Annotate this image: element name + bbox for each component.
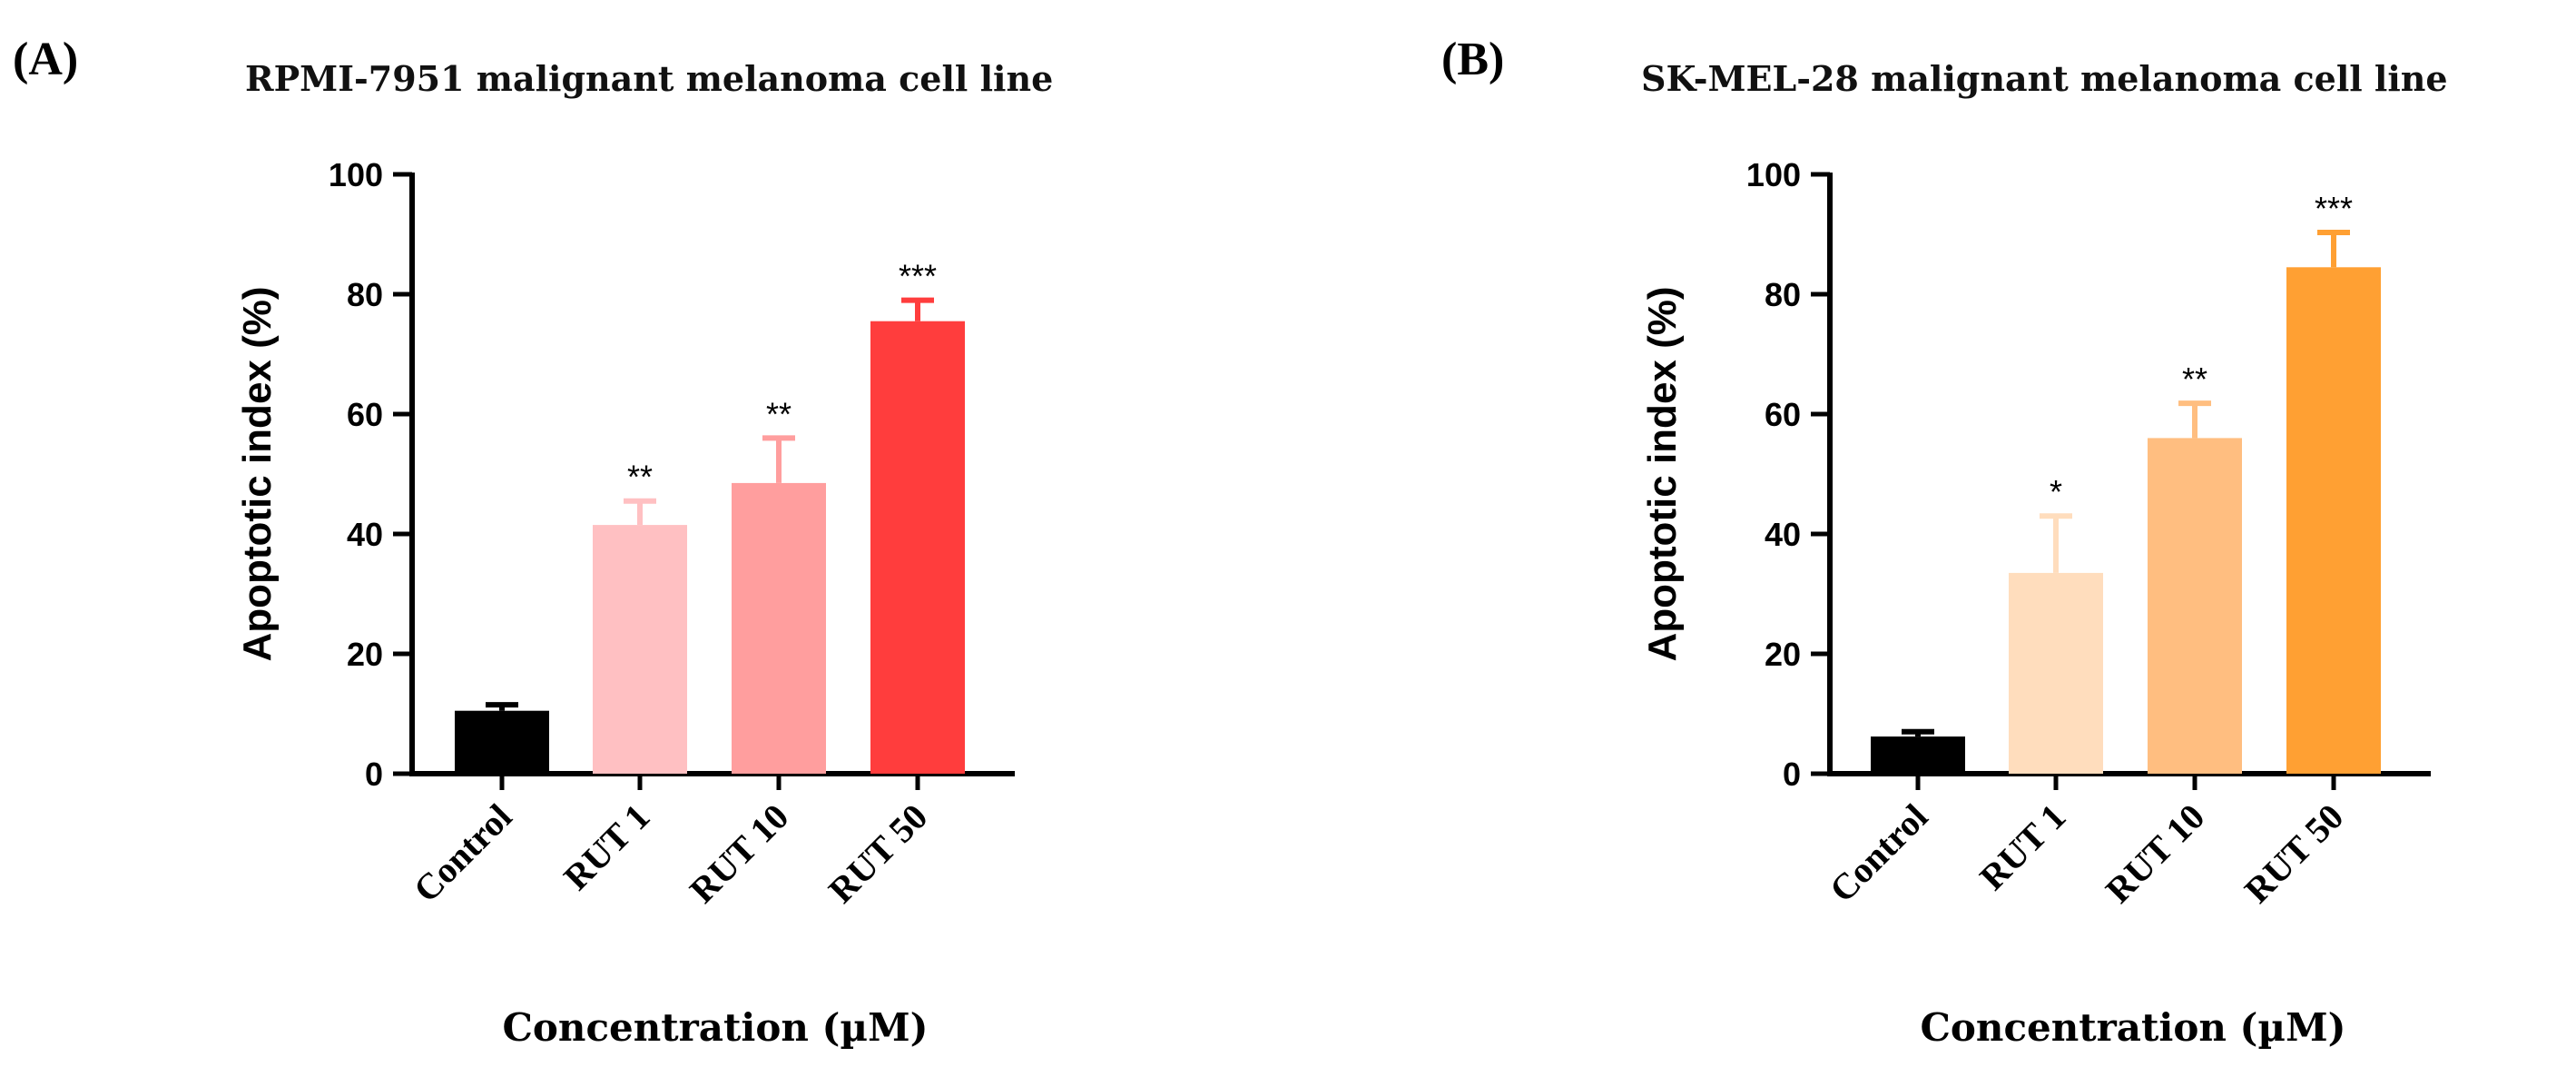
panel-a-bar-rut-1 [593, 525, 687, 774]
panel-b-ytick-label: 40 [1765, 516, 1801, 553]
panel-b-ytick-label: 20 [1765, 636, 1801, 673]
panel-a-letter: (A) [13, 34, 78, 85]
panel-b-letter: (B) [1441, 34, 1504, 85]
panel-a-significance-label: ** [766, 395, 791, 432]
panel-b-xtick-label: RUT 10 [2098, 796, 2212, 911]
panel-a: (A) RPMI-7951 malignant melanoma cell li… [13, 34, 1053, 1050]
panel-a-ytick-label: 100 [329, 156, 383, 193]
panel-b-significance-label: ** [2182, 361, 2207, 398]
panel-a-xtick-label: RUT 50 [821, 796, 935, 911]
panel-a-ytick-label: 80 [347, 276, 383, 313]
panel-b-significance-label: * [2050, 473, 2062, 510]
panel-b-bar-rut-1 [2009, 572, 2103, 774]
panel-a-x-axis-title: Concentration (µM) [502, 1005, 928, 1050]
panel-a-y-axis: 0 20 40 60 80 100 [329, 156, 415, 793]
panel-b-y-axis-title: Apoptotic index (%) [1640, 286, 1685, 661]
panel-b-significance-label: *** [2315, 190, 2353, 227]
panel-a-ytick-label: 60 [347, 396, 383, 433]
panel-a-title: RPMI-7951 malignant melanoma cell line [245, 58, 1053, 99]
panel-b: (B) SK-MEL-28 malignant melanoma cell li… [1441, 34, 2448, 1050]
panel-a-bar-rut-50 [870, 321, 965, 774]
panel-b-x-axis-title: Concentration (µM) [1920, 1005, 2345, 1050]
panel-a-ytick-label: 0 [365, 756, 383, 793]
panel-a-bar-rut-10 [732, 482, 826, 774]
panel-a-ytick-label: 20 [347, 636, 383, 673]
panel-b-xtick-label: Control [1822, 796, 1936, 911]
panel-a-xtick-label: RUT 10 [682, 796, 796, 911]
panel-a-significance-label: ** [627, 459, 653, 496]
panel-a-xtick-label: RUT 1 [556, 796, 657, 898]
panel-b-title: SK-MEL-28 malignant melanoma cell line [1641, 58, 2448, 99]
panel-b-bar-control [1871, 736, 1965, 774]
panel-b-bar-rut-10 [2148, 438, 2242, 774]
panel-b-ytick-label: 0 [1783, 756, 1801, 793]
panel-b-y-axis: 0 20 40 60 80 100 [1746, 156, 1833, 793]
panel-a-y-axis-title: Apoptotic index (%) [235, 286, 280, 661]
panel-a-bars: ******* [455, 258, 965, 774]
panel-b-xtick-label: RUT 1 [1971, 796, 2073, 898]
panel-b-ytick-label: 100 [1746, 156, 1801, 193]
panel-a-xtick-label: Control [406, 796, 520, 911]
panel-a-bar-control [455, 710, 549, 774]
panel-b-bars: ****** [1871, 190, 2381, 774]
panel-a-x-axis: Control RUT 1 RUT 10 RUT 50 [406, 771, 1015, 911]
panel-a-ytick-label: 40 [347, 516, 383, 553]
panel-b-xtick-label: RUT 50 [2237, 796, 2351, 911]
panel-b-x-axis: Control RUT 1 RUT 10 RUT 50 [1822, 771, 2431, 911]
panel-b-ytick-label: 80 [1765, 276, 1801, 313]
panel-b-bar-rut-50 [2286, 267, 2381, 774]
panel-b-ytick-label: 60 [1765, 396, 1801, 433]
panel-a-significance-label: *** [899, 258, 937, 295]
